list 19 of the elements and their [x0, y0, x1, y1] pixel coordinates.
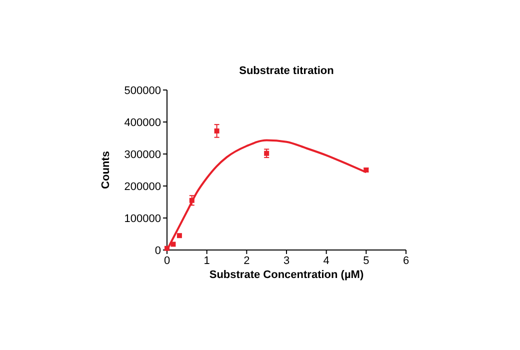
y-tick-label: 400000: [124, 117, 161, 129]
y-tick-label: 300000: [124, 149, 161, 161]
y-axis-title: Counts: [100, 151, 112, 189]
x-tick-label: 4: [323, 255, 330, 267]
x-axis-title: Substrate Concentration (µM): [209, 269, 364, 281]
point: [264, 150, 270, 156]
x-tick-label: 0: [164, 255, 170, 267]
x-tick-label: 3: [283, 255, 290, 267]
y-tick-label: 0: [154, 245, 161, 257]
x-tick-label: 1: [204, 255, 210, 267]
x-tick-label: 2: [244, 255, 250, 267]
point: [214, 128, 220, 134]
chart-title: Substrate titration: [239, 65, 334, 77]
x-tick-label: 5: [363, 255, 370, 267]
y-tick-label: 500000: [124, 85, 161, 97]
y-tick-label: 200000: [124, 181, 161, 193]
y-tick-label: 100000: [124, 213, 161, 225]
x-tick-label: 6: [402, 255, 410, 267]
point: [176, 233, 182, 238]
